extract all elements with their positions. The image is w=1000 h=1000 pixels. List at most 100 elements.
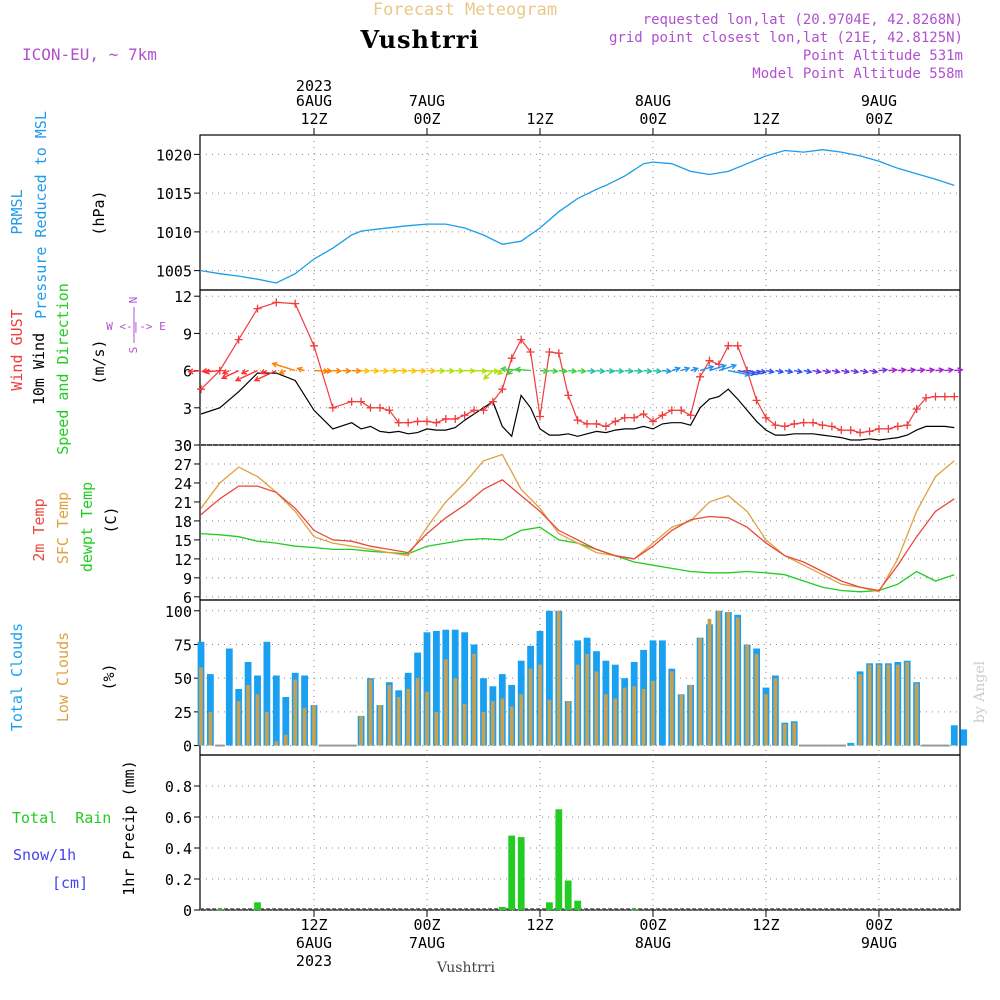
wind-arrow-head bbox=[730, 363, 738, 370]
gust-marker bbox=[686, 411, 695, 420]
low-cloud-bar bbox=[566, 701, 571, 746]
time-label-bottom: 9AUG bbox=[861, 934, 897, 952]
time-label-top: 12Z bbox=[526, 110, 553, 128]
gust-marker bbox=[667, 406, 676, 415]
low-cloud-bar bbox=[312, 705, 316, 746]
low-cloud-bar bbox=[688, 684, 693, 746]
wind-arrow-head bbox=[561, 368, 569, 374]
wind-arrow-head bbox=[843, 368, 851, 375]
y-tick-label: 0.2 bbox=[165, 871, 192, 889]
pressure-y-ticks: 1005 1010 1015 1020 bbox=[156, 146, 200, 281]
low-cloud-bar bbox=[491, 701, 495, 746]
time-label-top: 7AUG bbox=[409, 92, 445, 110]
rain-bar bbox=[574, 900, 582, 910]
gust-marker bbox=[366, 403, 375, 412]
info-line-1: requested lon,lat (20.9704E, 42.8268N) bbox=[643, 12, 963, 28]
low-cloud-bar bbox=[538, 664, 542, 746]
y-tick-label: 27 bbox=[174, 456, 192, 474]
y-tick-label: 1010 bbox=[156, 224, 192, 242]
time-year-top: 2023 bbox=[296, 77, 332, 95]
wind-arrow-head bbox=[787, 368, 794, 375]
wind-arrow-head bbox=[815, 368, 823, 375]
total-cloud-bar bbox=[263, 641, 271, 746]
wind-arrow-head bbox=[824, 368, 832, 375]
wind-arrow-head bbox=[796, 368, 804, 375]
wind-arrow-head bbox=[637, 368, 644, 374]
wind-arrow-head bbox=[506, 369, 513, 376]
info-line-2: grid point closest lon,lat (21E, 42.8125… bbox=[609, 30, 963, 46]
wind-arrow-head bbox=[430, 367, 437, 374]
total-clouds-label: Total Clouds bbox=[8, 623, 26, 731]
wind-arrow-shaft bbox=[272, 362, 296, 372]
temperature-plot bbox=[200, 453, 955, 593]
low-cloud-bar bbox=[444, 659, 448, 746]
gust-marker bbox=[564, 391, 573, 400]
temperature-panel-frame bbox=[199, 444, 961, 601]
pressure-panel-frame bbox=[199, 134, 961, 291]
low-cloud-bar bbox=[472, 653, 476, 746]
gust-marker bbox=[197, 385, 205, 394]
wind-arrow-head bbox=[618, 368, 625, 374]
low-cloud-bar bbox=[764, 694, 768, 746]
gust-marker bbox=[903, 421, 912, 430]
gust-marker bbox=[799, 418, 808, 427]
gust-marker bbox=[761, 413, 770, 422]
y-tick-label: 9 bbox=[183, 570, 192, 588]
low-cloud-bar bbox=[519, 694, 523, 746]
gust-marker bbox=[809, 418, 818, 427]
low-cloud-bar bbox=[246, 684, 250, 746]
wind-arrow-head bbox=[296, 366, 303, 373]
wind-arrow-head bbox=[448, 367, 456, 374]
wind-arrow-shaft bbox=[709, 364, 726, 372]
total-cloud-bar bbox=[272, 675, 280, 746]
y-tick-label: 100 bbox=[165, 603, 192, 621]
wind-arrow-head bbox=[760, 368, 767, 375]
snow-label: Snow/1h bbox=[13, 846, 76, 864]
gust-marker bbox=[630, 413, 639, 422]
low-cloud-bar bbox=[265, 711, 269, 746]
time-label-top: 00Z bbox=[865, 110, 892, 128]
clouds-unit: (%) bbox=[100, 663, 118, 690]
wind-arrow-head bbox=[910, 367, 917, 374]
info-line-3: Point Altitude 531m bbox=[803, 48, 963, 64]
wind-arrow-head bbox=[392, 367, 399, 374]
wind-arrow-head bbox=[259, 368, 266, 375]
dew-label: dewpt Temp bbox=[78, 482, 96, 572]
y-tick-label: 0 bbox=[183, 738, 192, 756]
low-cloud-bar bbox=[707, 618, 712, 746]
rain-bar bbox=[508, 835, 516, 910]
gust-marker bbox=[451, 414, 460, 423]
rain-bar bbox=[517, 837, 525, 910]
wind-arrow-head bbox=[862, 368, 870, 375]
rain-bar bbox=[564, 880, 572, 910]
wind-arrow-head bbox=[571, 368, 578, 374]
time-label-bottom: 00Z bbox=[413, 916, 440, 934]
wind-arrow-head bbox=[947, 367, 955, 374]
time-label-top: 00Z bbox=[413, 110, 440, 128]
low-cloud-bar bbox=[594, 671, 599, 746]
gust-marker bbox=[846, 426, 855, 435]
credit-watermark: by Angel bbox=[972, 660, 988, 723]
low-clouds-label: Low Clouds bbox=[54, 632, 72, 722]
low-cloud-bar bbox=[669, 671, 674, 746]
gust-marker bbox=[950, 392, 959, 401]
wind-arrow-head bbox=[373, 367, 380, 374]
wind-arrow-head bbox=[253, 376, 260, 382]
wind-arrow-shaft bbox=[483, 369, 499, 373]
wind-arrow-shaft bbox=[254, 369, 277, 382]
gust-marker bbox=[696, 372, 705, 381]
gust-marker bbox=[479, 406, 488, 415]
gust-marker bbox=[583, 419, 592, 428]
y-tick-label: 1005 bbox=[156, 263, 192, 281]
precip-axis-label: 1hr Precip (mm) bbox=[120, 760, 138, 895]
wind-arrow-head bbox=[411, 367, 418, 374]
y-tick-label: 6 bbox=[183, 363, 192, 381]
wind-arrow-shaft bbox=[718, 364, 736, 372]
y-tick-label: 30 bbox=[174, 437, 192, 455]
speed-dir-label: Speed and Direction bbox=[54, 283, 72, 455]
wind-arrow-head bbox=[646, 368, 653, 374]
gust-marker bbox=[620, 413, 629, 422]
gust-marker bbox=[677, 406, 686, 415]
